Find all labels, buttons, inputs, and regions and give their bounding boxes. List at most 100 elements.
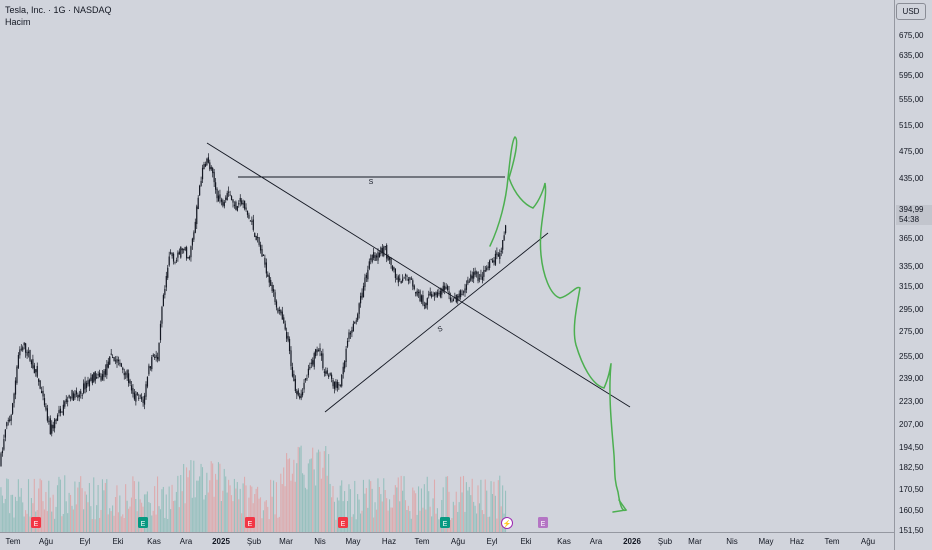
volume-bar <box>271 496 273 532</box>
candle-body <box>461 293 463 295</box>
volume-bar <box>361 510 363 532</box>
candle-body <box>477 272 479 282</box>
candle-body <box>27 351 30 354</box>
candle-body <box>261 248 263 257</box>
volume-bar <box>181 491 183 532</box>
candle-body <box>262 255 265 257</box>
volume-bar <box>364 493 366 532</box>
earnings-icon[interactable] <box>138 517 148 528</box>
candle-body <box>357 314 359 321</box>
volume-bar <box>445 476 447 532</box>
time-tick-label: Kas <box>147 537 161 546</box>
volume-bar <box>426 476 428 532</box>
volume-bar <box>199 476 201 532</box>
forecast-curve[interactable] <box>489 136 627 512</box>
candles <box>0 153 507 467</box>
volume-bar <box>422 507 424 532</box>
volume-bar <box>315 485 317 532</box>
candle-body <box>355 320 357 322</box>
candle-body <box>452 299 454 302</box>
time-tick-label: Mar <box>688 537 702 546</box>
volume-bar <box>177 475 179 532</box>
chart-header: Tesla, Inc. · 1G · NASDAQ Hacim <box>5 4 112 28</box>
candle-body <box>418 292 420 294</box>
earnings-icon[interactable] <box>245 517 255 528</box>
ascending-trendline[interactable] <box>324 232 549 413</box>
candle-body <box>155 355 157 358</box>
earnings-icon[interactable] <box>440 517 450 528</box>
volume-bar <box>261 518 263 532</box>
candle-body <box>242 202 244 205</box>
earnings-icon[interactable] <box>338 517 348 528</box>
descending-trendline[interactable] <box>206 142 631 408</box>
volume-bar <box>190 460 192 532</box>
candle-body <box>325 371 327 374</box>
candle-body <box>462 291 465 293</box>
volume-bar <box>349 489 351 532</box>
volume-bars <box>0 445 507 532</box>
volume-bar <box>88 483 90 532</box>
volume-bar <box>212 463 214 532</box>
candle-body <box>87 380 89 385</box>
volume-bar <box>493 481 495 532</box>
candle-body <box>371 254 373 262</box>
volume-bar <box>85 494 88 532</box>
volume-bar <box>123 518 125 532</box>
volume-label: Hacim <box>5 17 31 27</box>
earnings-icon[interactable] <box>538 517 548 528</box>
volume-bar <box>310 458 312 532</box>
candle-body <box>413 285 415 290</box>
candle-body <box>6 422 8 427</box>
candle-body <box>43 398 46 406</box>
dividend-icon[interactable] <box>501 517 513 529</box>
candle-body <box>32 359 34 369</box>
price-tick-label: 435,00 <box>899 174 924 183</box>
volume-bar <box>259 497 262 532</box>
candle-body <box>222 200 224 206</box>
volume-bar <box>68 492 70 532</box>
candle-body <box>288 338 291 352</box>
candle-body <box>159 323 162 341</box>
volume-bar <box>219 463 221 532</box>
candle-body <box>217 195 220 202</box>
candle-body <box>257 237 259 239</box>
candle-body <box>483 270 485 277</box>
earnings-icon[interactable] <box>31 517 41 528</box>
time-tick-label: Mar <box>279 537 293 546</box>
candle-body <box>132 388 134 394</box>
candle-body <box>116 359 118 363</box>
candle-body <box>84 381 86 390</box>
candle-body <box>438 292 440 294</box>
candle-body <box>331 374 333 379</box>
volume-bar <box>428 491 430 532</box>
volume-bar <box>65 501 67 532</box>
candle-body <box>426 298 428 306</box>
volume-bar <box>107 514 109 532</box>
volume-bar <box>249 485 251 532</box>
volume-bar <box>293 459 295 532</box>
volume-bar <box>17 479 19 532</box>
candle-body <box>354 321 356 324</box>
volume-bar <box>290 480 292 532</box>
candle-body <box>170 252 172 254</box>
currency-button[interactable]: USD <box>896 3 926 20</box>
volume-bar <box>331 497 333 532</box>
volume-bar <box>213 496 215 532</box>
candle-body <box>148 365 150 375</box>
volume-bar <box>133 481 135 532</box>
volume-bar <box>360 513 362 532</box>
candle-body <box>74 393 76 398</box>
volume-bar <box>258 498 260 532</box>
volume-bar <box>354 480 356 532</box>
candle-body <box>199 185 201 196</box>
candle-body <box>184 247 186 251</box>
candle-body <box>41 391 43 394</box>
volume-bar <box>129 506 131 532</box>
volume-bar <box>78 481 80 532</box>
candle-body <box>85 382 88 388</box>
candle-body <box>328 375 330 378</box>
volume-bar <box>1 495 3 532</box>
volume-bar <box>338 500 340 532</box>
